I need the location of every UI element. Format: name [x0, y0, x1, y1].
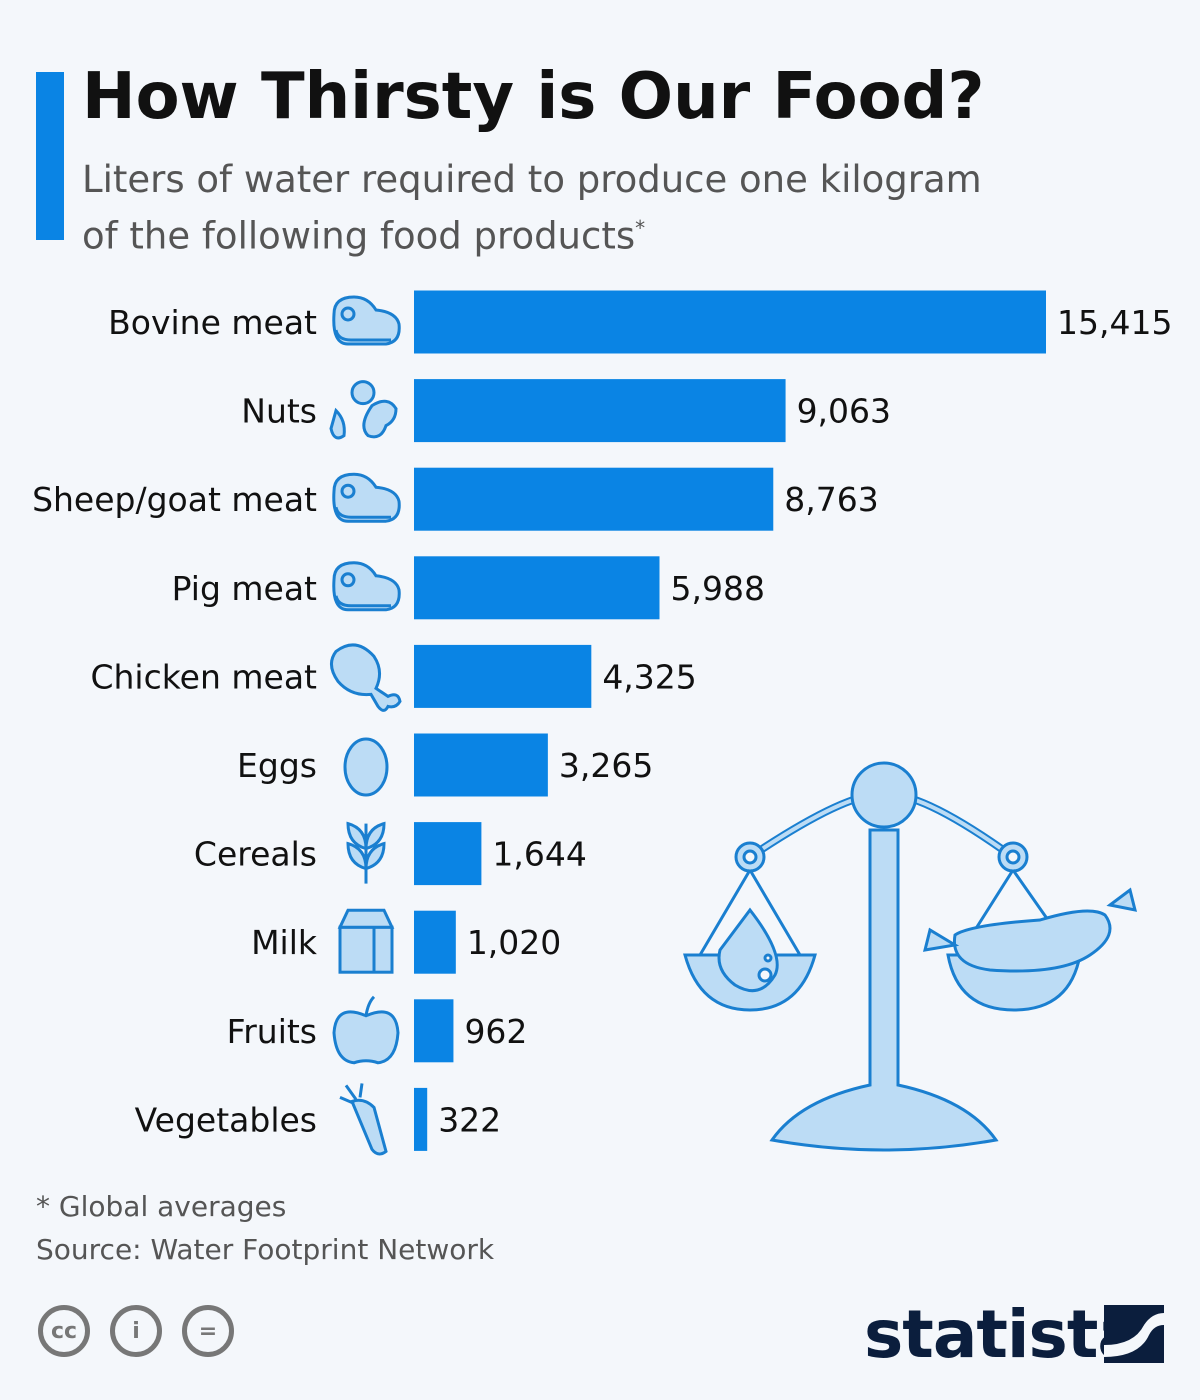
value-label: 322	[438, 1100, 501, 1139]
category-label: Cereals	[194, 835, 317, 874]
bar-8	[414, 999, 454, 1063]
value-label: 1,020	[467, 923, 561, 962]
subtitle-line-1: Liters of water required to produce one …	[82, 158, 982, 201]
meat-icon	[332, 472, 401, 523]
page-title: How Thirsty is Our Food?	[82, 60, 985, 134]
bar-0	[414, 290, 1046, 354]
statista-logo[interactable]: statista	[864, 1296, 1142, 1373]
category-label: Vegetables	[135, 1100, 317, 1139]
bar-2	[414, 467, 774, 531]
value-label: 3,265	[559, 746, 653, 785]
bar-7	[414, 910, 456, 974]
footnote: * Global averages	[36, 1190, 287, 1223]
value-label: 4,325	[602, 657, 696, 696]
milk-carton-icon	[337, 908, 395, 974]
value-label: 8,763	[784, 480, 878, 519]
category-label: Nuts	[241, 392, 317, 431]
bar-5	[414, 733, 548, 797]
bar-6	[414, 822, 482, 886]
title-accent-bar	[36, 72, 64, 240]
category-label: Fruits	[227, 1012, 317, 1051]
attribution-icon[interactable]: i	[110, 1305, 162, 1357]
scale-illustration	[683, 761, 1138, 1152]
subtitle: Liters of water required to produce one …	[82, 156, 1082, 260]
value-label: 9,063	[797, 392, 891, 431]
bar-1	[414, 379, 786, 443]
no-derivatives-icon[interactable]: =	[182, 1305, 234, 1357]
category-label: Eggs	[237, 746, 317, 785]
category-label: Bovine meat	[108, 303, 317, 342]
meat-icon	[332, 295, 401, 346]
statista-logo-mark-icon	[1104, 1305, 1164, 1363]
bar-9	[414, 1087, 428, 1151]
value-label: 5,988	[671, 569, 765, 608]
subtitle-line-2: of the following food products	[82, 214, 636, 258]
carrot-icon	[339, 1083, 388, 1156]
category-label: Sheep/goat meat	[32, 480, 317, 519]
category-label: Milk	[251, 923, 318, 962]
egg-icon	[343, 737, 389, 797]
category-label: Pig meat	[172, 569, 317, 608]
value-label: 1,644	[492, 835, 586, 874]
nuts-icon	[329, 380, 398, 440]
value-label: 15,415	[1057, 303, 1172, 342]
chicken-leg-icon	[330, 643, 402, 712]
cc-icon[interactable]: cc	[38, 1305, 90, 1357]
bar-3	[414, 556, 660, 620]
wheat-icon	[346, 821, 386, 884]
subtitle-footnote-marker: *	[635, 216, 646, 240]
value-label: 962	[464, 1012, 527, 1051]
bar-4	[414, 644, 592, 708]
category-label: Chicken meat	[90, 657, 317, 696]
source: Source: Water Footprint Network	[36, 1233, 495, 1266]
meat-icon	[332, 561, 401, 612]
apple-icon	[332, 995, 400, 1065]
